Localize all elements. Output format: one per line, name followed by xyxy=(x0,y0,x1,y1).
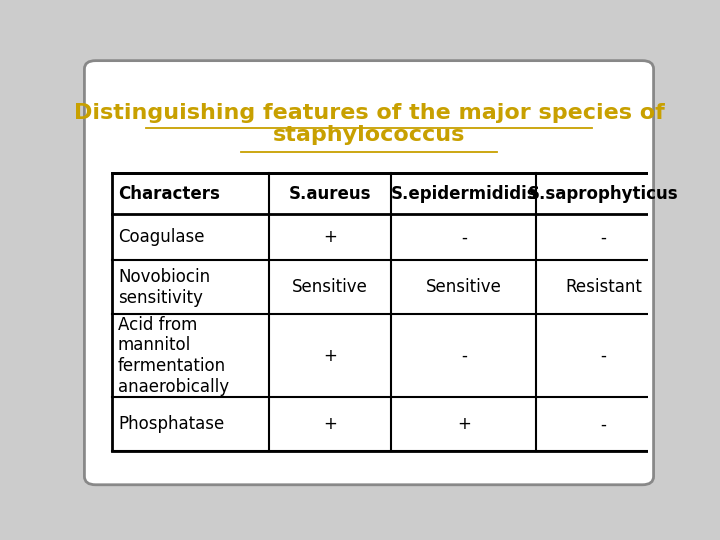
Text: +: + xyxy=(323,347,337,365)
Text: S.aureus: S.aureus xyxy=(289,185,372,202)
FancyBboxPatch shape xyxy=(84,60,654,485)
Text: Sensitive: Sensitive xyxy=(426,278,502,296)
Text: S.saprophyticus: S.saprophyticus xyxy=(528,185,679,202)
Text: Characters: Characters xyxy=(118,185,220,202)
Text: staphylococcus: staphylococcus xyxy=(273,125,465,145)
Bar xyxy=(112,173,670,451)
Text: Acid from
mannitol
fermentation
anaerobically: Acid from mannitol fermentation anaerobi… xyxy=(118,316,229,396)
Text: Distinguishing features of the major species of: Distinguishing features of the major spe… xyxy=(73,103,665,123)
Text: Phosphatase: Phosphatase xyxy=(118,415,224,434)
Text: S.epidermididis: S.epidermididis xyxy=(390,185,537,202)
Text: +: + xyxy=(323,415,337,434)
Text: -: - xyxy=(600,415,606,434)
Text: +: + xyxy=(323,228,337,246)
Text: -: - xyxy=(461,228,467,246)
Text: Coagulase: Coagulase xyxy=(118,228,204,246)
Text: Novobiocin
sensitivity: Novobiocin sensitivity xyxy=(118,268,210,307)
Text: +: + xyxy=(457,415,471,434)
Text: -: - xyxy=(600,228,606,246)
Text: Sensitive: Sensitive xyxy=(292,278,368,296)
Text: Resistant: Resistant xyxy=(565,278,642,296)
Text: -: - xyxy=(600,347,606,365)
Text: -: - xyxy=(461,347,467,365)
